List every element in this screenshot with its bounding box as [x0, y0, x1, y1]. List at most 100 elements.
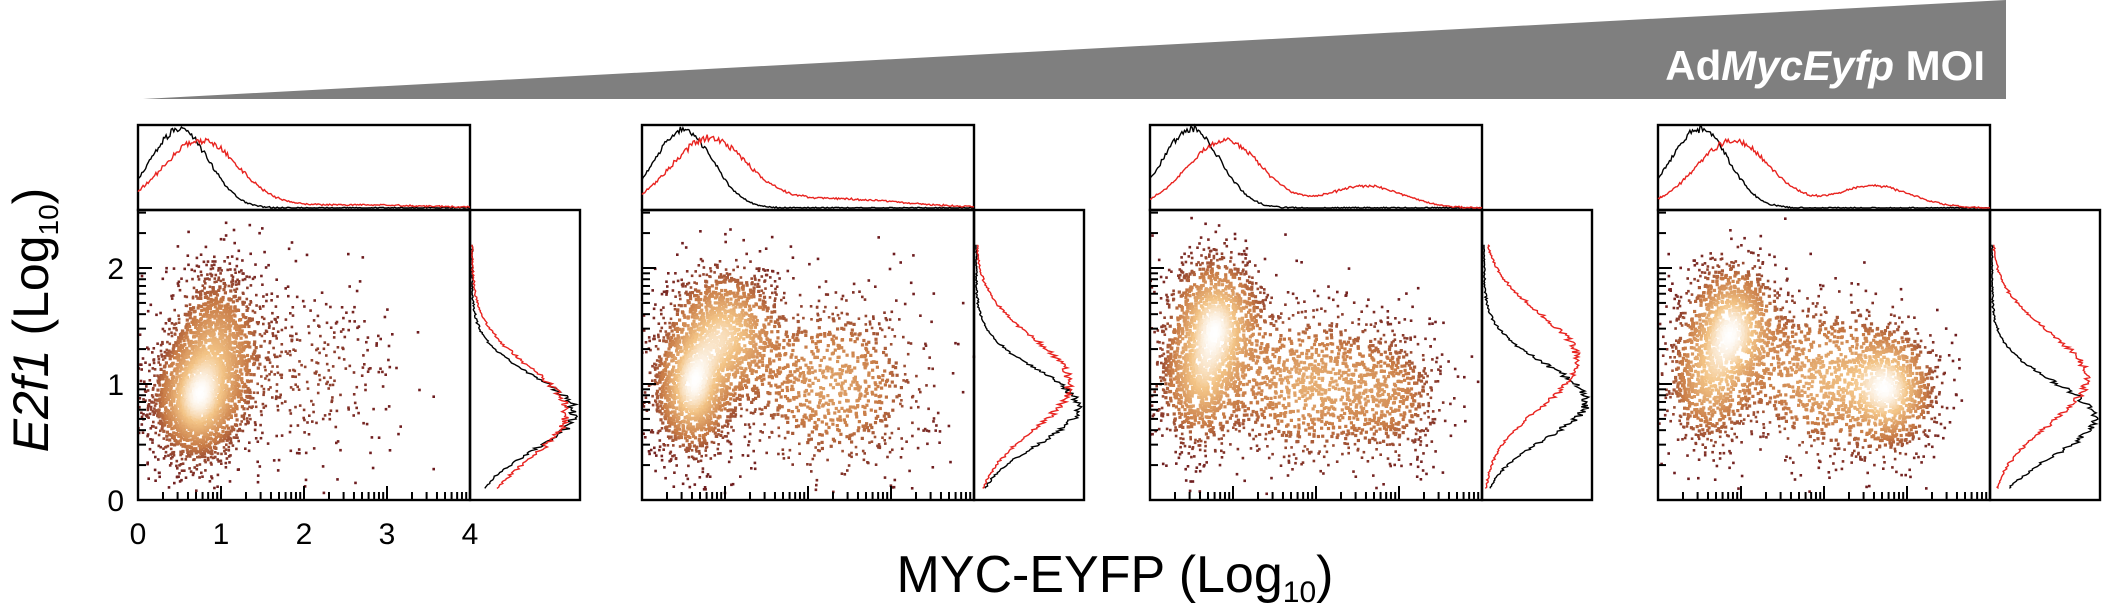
scatter-point	[196, 455, 199, 459]
y-axis-unit: (Log	[3, 235, 59, 349]
scatter-point	[197, 304, 201, 308]
scatter-point	[716, 263, 719, 267]
scatter-point	[883, 369, 887, 373]
scatter-point	[158, 475, 161, 479]
scatter-point	[155, 393, 159, 397]
scatter-point	[768, 343, 772, 347]
scatter-point	[211, 456, 215, 460]
scatter-point	[287, 294, 290, 298]
scatter-point	[243, 389, 247, 393]
scatter-point	[174, 380, 178, 384]
scatter-point	[303, 431, 306, 434]
scatter-point	[224, 405, 228, 409]
scatter-point	[845, 423, 849, 427]
scatter-point	[151, 395, 155, 399]
scatter-point	[275, 278, 278, 281]
scatter-point	[653, 446, 656, 450]
scatter-point	[890, 380, 894, 384]
scatter-point	[865, 425, 870, 430]
scatter-point	[162, 369, 166, 373]
scatter-point	[233, 365, 237, 369]
scatter-point	[823, 334, 827, 338]
scatter-point	[671, 333, 676, 337]
scatter-point	[698, 452, 701, 455]
scatter-point	[757, 278, 761, 282]
scatter-point	[223, 369, 227, 373]
scatter-point	[786, 416, 790, 420]
scatter-point	[677, 427, 682, 431]
scatter-point	[235, 381, 239, 386]
scatter-point	[235, 447, 238, 451]
scatter-point	[772, 413, 776, 417]
scatter-point	[204, 295, 208, 299]
y-histogram-control	[471, 244, 580, 489]
scatter-point	[746, 380, 750, 384]
scatter-point	[893, 335, 897, 338]
scatter-point	[695, 445, 699, 449]
scatter-point	[205, 306, 209, 311]
scatter-point	[265, 299, 268, 303]
scatter-point	[275, 389, 279, 393]
scatter-point	[230, 408, 235, 412]
scatter-point	[140, 411, 143, 415]
scatter-point	[207, 346, 211, 350]
scatter-point	[228, 316, 232, 320]
scatter-point	[761, 412, 764, 415]
scatter-point	[199, 253, 203, 256]
scatter-point	[783, 395, 788, 399]
scatter-point	[291, 375, 295, 378]
scatter-point	[177, 357, 181, 361]
scatter-point	[784, 318, 788, 322]
scatter-point	[247, 358, 251, 362]
scatter-point	[197, 392, 202, 396]
scatter-point	[143, 380, 146, 383]
scatter-point	[879, 419, 883, 423]
scatter-point	[874, 400, 878, 404]
scatter-point	[229, 289, 233, 293]
scatter-point	[231, 354, 235, 358]
scatter-point	[169, 392, 173, 396]
scatter-point	[204, 434, 208, 439]
scatter-point	[235, 264, 239, 268]
scatter-point	[902, 335, 905, 339]
scatter-point	[256, 391, 259, 395]
scatter-point	[230, 383, 235, 387]
scatter-point	[251, 277, 255, 281]
scatter-point	[873, 421, 878, 425]
scatter-point	[811, 340, 815, 344]
scatter-point	[747, 440, 751, 443]
scatter-point	[232, 313, 236, 317]
scatter-point	[216, 348, 220, 353]
scatter-point	[855, 415, 859, 419]
scatter-point	[230, 347, 234, 351]
scatter-point	[904, 380, 908, 383]
scatter-point	[796, 424, 801, 428]
scatter-point	[195, 405, 199, 409]
scatter-point	[219, 279, 223, 283]
scatter-point	[193, 315, 197, 319]
scatter-point	[185, 335, 189, 339]
scatter-point	[712, 441, 716, 444]
scatter-point	[183, 348, 187, 353]
scatter-point	[318, 373, 321, 377]
scatter-point	[163, 350, 167, 354]
scatter-point	[925, 384, 928, 387]
scatter-point	[189, 386, 193, 390]
scatter-point	[217, 440, 221, 444]
scatter-point	[264, 356, 268, 360]
scatter-point	[198, 385, 203, 390]
scatter-point	[734, 415, 737, 418]
scatter-point	[702, 426, 706, 430]
scatter-point	[226, 268, 229, 272]
scatter-point	[773, 299, 777, 303]
scatter-point	[202, 373, 206, 377]
scatter-point	[238, 370, 242, 374]
scatter-point	[185, 328, 189, 332]
scatter-point	[887, 414, 891, 418]
scatter-point	[783, 353, 787, 357]
scatter-point	[242, 292, 245, 295]
scatter-point	[205, 409, 209, 413]
scatter-point	[180, 336, 184, 341]
scatter-point	[243, 321, 247, 325]
scatter-point	[211, 286, 215, 290]
